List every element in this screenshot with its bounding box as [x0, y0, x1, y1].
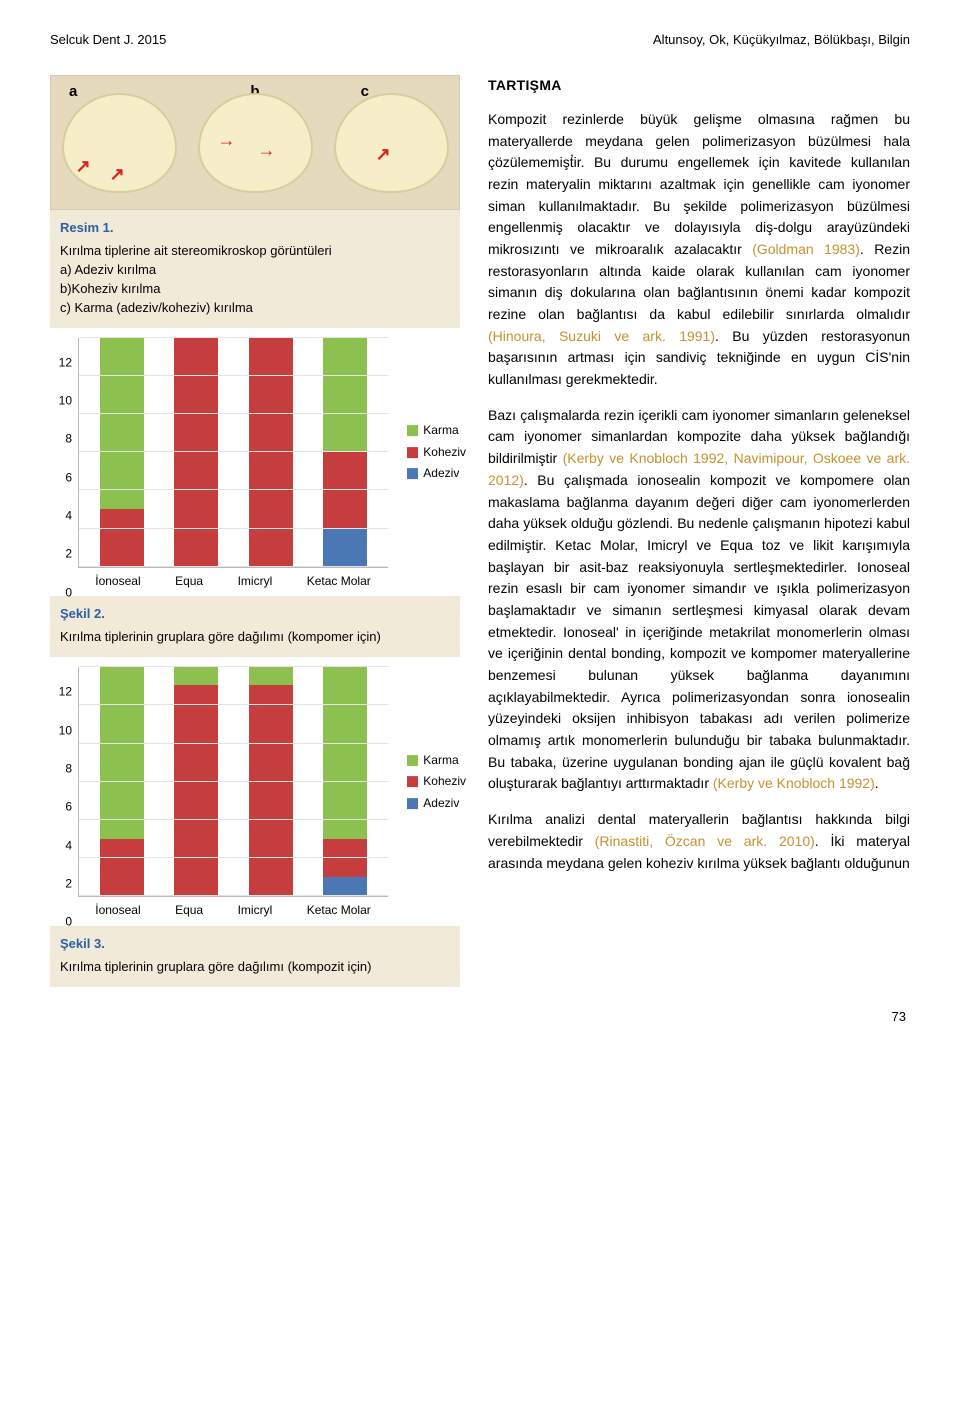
- bar-segment: [323, 337, 367, 452]
- y-tick: 8: [65, 430, 72, 449]
- legend-item: Karma: [407, 751, 466, 770]
- x-label: Equa: [175, 901, 203, 920]
- bar-segment: [100, 337, 144, 510]
- page-header: Selcuk Dent J. 2015 Altunsoy, Ok, Küçüky…: [50, 30, 910, 50]
- legend-label: Koheziv: [423, 772, 466, 791]
- stereomicroscope-photos: a b c ↗ ↗ → → ↗: [50, 75, 460, 210]
- tooth-sample-a: ↗ ↗: [62, 93, 177, 193]
- y-tick: 12: [59, 683, 72, 702]
- x-label: Imicryl: [238, 901, 273, 920]
- legend-label: Adeziv: [423, 464, 459, 483]
- chart-kompozit-wrap: 024681012 KarmaKohezivAdeziv İonosealEqu…: [50, 667, 460, 920]
- legend-item: Karma: [407, 421, 466, 440]
- y-tick: 4: [65, 836, 72, 855]
- chart-kompomer: KarmaKohezivAdeziv: [78, 338, 388, 568]
- sekil3-title: Şekil 3.: [60, 934, 450, 954]
- cite-hinoura-1991: (Hinoura, Suzuki ve ark. 1991): [488, 328, 715, 344]
- x-label: Equa: [175, 572, 203, 591]
- y-tick: 10: [59, 391, 72, 410]
- legend-item: Koheziv: [407, 772, 466, 791]
- discussion-heading: TARTIŞMA: [488, 75, 910, 97]
- chart-kompomer-wrap: 024681012 KarmaKohezivAdeziv İonosealEqu…: [50, 338, 460, 591]
- tooth-sample-b: → →: [198, 93, 313, 193]
- sekil2-title: Şekil 2.: [60, 604, 450, 624]
- legend-label: Karma: [423, 751, 458, 770]
- y-tick: 0: [65, 913, 72, 932]
- bar-segment: [249, 685, 293, 896]
- authors: Altunsoy, Ok, Küçükyılmaz, Bölükbaşı, Bi…: [653, 30, 910, 50]
- sekil3-caption: Şekil 3. Kırılma tiplerinin gruplara gör…: [50, 926, 460, 987]
- y-tick: 0: [65, 583, 72, 602]
- bar-segment: [100, 666, 144, 839]
- discussion-p3: Kırılma analizi dental materyallerin bağ…: [488, 809, 910, 874]
- legend-label: Karma: [423, 421, 458, 440]
- x-label: Ketac Molar: [307, 901, 371, 920]
- bar-segment: [100, 839, 144, 897]
- y-tick: 2: [65, 874, 72, 893]
- sekil2-body: Kırılma tiplerinin gruplara göre dağılım…: [60, 628, 450, 647]
- bar-segment: [323, 666, 367, 839]
- bar-segment: [249, 666, 293, 685]
- photo-label-a: a: [69, 80, 77, 103]
- sekil2-caption: Şekil 2. Kırılma tiplerinin gruplara gör…: [50, 596, 460, 657]
- legend-label: Adeziv: [423, 794, 459, 813]
- x-label: Ketac Molar: [307, 572, 371, 591]
- legend-label: Koheziv: [423, 443, 466, 462]
- journal-ref: Selcuk Dent J. 2015: [50, 30, 166, 50]
- discussion-p1: Kompozit rezinlerde büyük gelişme olması…: [488, 109, 910, 391]
- legend-swatch: [407, 425, 418, 436]
- x-label: İonoseal: [95, 572, 140, 591]
- legend-swatch: [407, 798, 418, 809]
- legend-swatch: [407, 755, 418, 766]
- legend-swatch: [407, 447, 418, 458]
- bar-segment: [100, 509, 144, 567]
- y-tick: 10: [59, 721, 72, 740]
- resim1-title: Resim 1.: [60, 218, 450, 238]
- y-tick: 8: [65, 759, 72, 778]
- bar-segment: [174, 666, 218, 685]
- bar-segment: [323, 528, 367, 566]
- legend-swatch: [407, 468, 418, 479]
- cite-kerby-1992: (Kerby ve Knobloch 1992): [713, 775, 875, 791]
- legend-item: Adeziv: [407, 794, 466, 813]
- x-label: Imicryl: [238, 572, 273, 591]
- cite-rinastiti-2010: (Rinastiti, Özcan ve ark. 2010): [595, 833, 815, 849]
- page-number: 73: [50, 1007, 910, 1027]
- chart-kompozit: KarmaKohezivAdeziv: [78, 667, 388, 897]
- y-tick: 6: [65, 468, 72, 487]
- y-tick: 6: [65, 798, 72, 817]
- discussion-p2: Bazı çalışmalarda rezin içerikli cam iyo…: [488, 405, 910, 795]
- cite-goldman-1983: (Goldman 1983): [752, 241, 860, 257]
- legend-swatch: [407, 776, 418, 787]
- legend-item: Koheziv: [407, 443, 466, 462]
- sekil3-body: Kırılma tiplerinin gruplara göre dağılım…: [60, 958, 450, 977]
- resim1-body: Kırılma tiplerine ait stereomikroskop gö…: [60, 242, 450, 317]
- resim1-caption: Resim 1. Kırılma tiplerine ait stereomik…: [50, 210, 460, 328]
- legend-item: Adeziv: [407, 464, 466, 483]
- y-tick: 12: [59, 353, 72, 372]
- y-tick: 4: [65, 506, 72, 525]
- y-tick: 2: [65, 545, 72, 564]
- x-label: İonoseal: [95, 901, 140, 920]
- bar-segment: [174, 685, 218, 896]
- tooth-sample-c: ↗: [334, 93, 449, 193]
- bar-segment: [323, 877, 367, 896]
